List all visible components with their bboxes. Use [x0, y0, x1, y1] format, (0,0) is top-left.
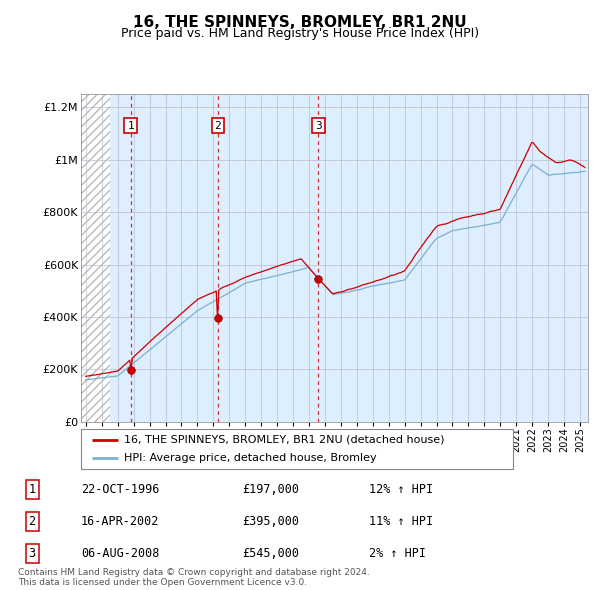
Text: 16-APR-2002: 16-APR-2002: [81, 515, 160, 528]
Text: 12% ↑ HPI: 12% ↑ HPI: [369, 483, 433, 496]
Text: 16, THE SPINNEYS, BROMLEY, BR1 2NU: 16, THE SPINNEYS, BROMLEY, BR1 2NU: [133, 15, 467, 30]
Text: Contains HM Land Registry data © Crown copyright and database right 2024.
This d: Contains HM Land Registry data © Crown c…: [18, 568, 370, 587]
Text: HPI: Average price, detached house, Bromley: HPI: Average price, detached house, Brom…: [124, 453, 377, 463]
Text: 3: 3: [29, 548, 36, 560]
Bar: [81, 94, 110, 422]
Text: 2% ↑ HPI: 2% ↑ HPI: [369, 548, 426, 560]
Text: £395,000: £395,000: [242, 515, 299, 528]
Text: 16, THE SPINNEYS, BROMLEY, BR1 2NU (detached house): 16, THE SPINNEYS, BROMLEY, BR1 2NU (deta…: [124, 435, 445, 445]
Text: £545,000: £545,000: [242, 548, 299, 560]
Text: Price paid vs. HM Land Registry's House Price Index (HPI): Price paid vs. HM Land Registry's House …: [121, 27, 479, 40]
Text: 1: 1: [127, 120, 134, 130]
Text: 2: 2: [215, 120, 221, 130]
Text: 06-AUG-2008: 06-AUG-2008: [81, 548, 160, 560]
Text: 22-OCT-1996: 22-OCT-1996: [81, 483, 160, 496]
FancyBboxPatch shape: [81, 429, 513, 469]
Text: 2: 2: [29, 515, 36, 528]
Text: £197,000: £197,000: [242, 483, 299, 496]
Text: 11% ↑ HPI: 11% ↑ HPI: [369, 515, 433, 528]
Text: 3: 3: [315, 120, 322, 130]
Text: 1: 1: [29, 483, 36, 496]
